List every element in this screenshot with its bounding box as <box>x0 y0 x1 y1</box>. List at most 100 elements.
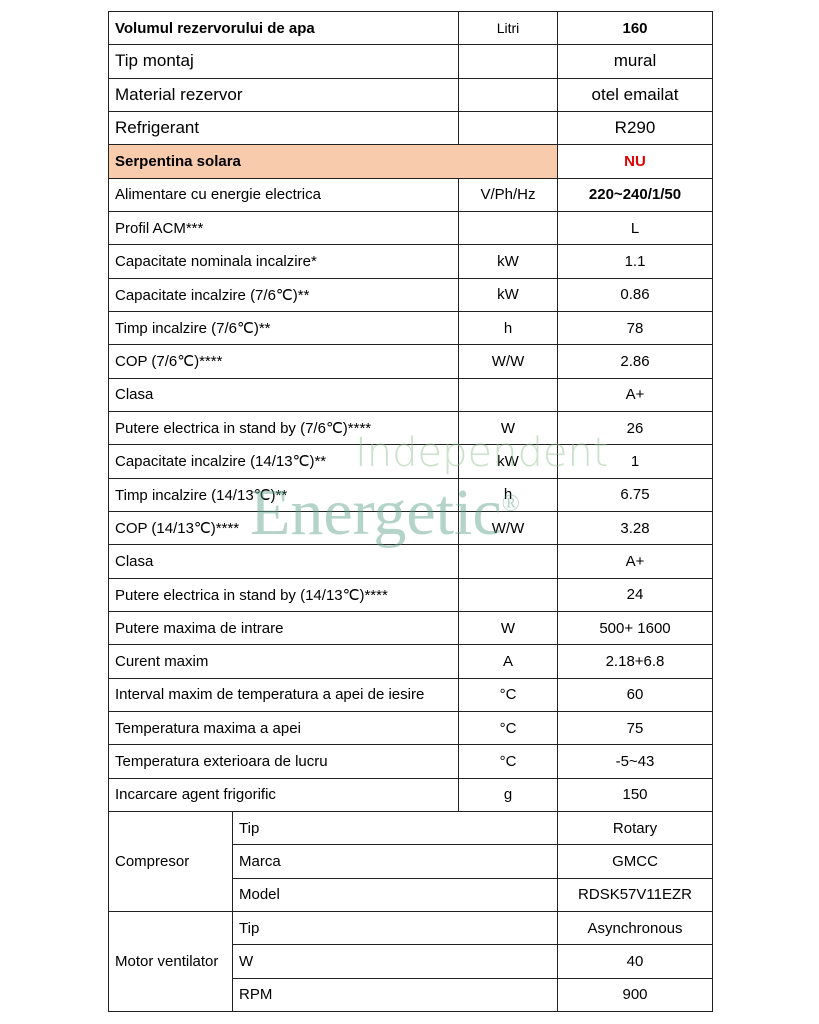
row-label: Material rezervor <box>108 77 459 112</box>
row-unit: kW <box>458 244 558 279</box>
spec-body: Volumul rezervorului de apa Litri 160 Tip m… <box>108 10 713 1013</box>
row-label: Clasa <box>108 377 459 412</box>
row-unit <box>458 544 558 579</box>
row-label: Alimentare cu energie electrica <box>108 177 459 212</box>
row-label: Capacitate incalzire (7/6℃)** <box>108 277 459 312</box>
row: Alimentare cu energie electrica V/Ph/Hz 22… <box>108 177 713 212</box>
row: Timp incalzire (7/6℃)** h 78 <box>108 310 713 346</box>
row-value: 2.86 <box>557 344 713 379</box>
spec-table: Volumul rezervorului de apa Litri 160 Tip m… <box>108 10 713 1013</box>
row-unit: °C <box>458 710 558 746</box>
group-row: Marca GMCC <box>109 844 713 879</box>
row-unit: W/W <box>458 344 558 379</box>
row: Temperatura maxima a apei °C 75 <box>108 710 713 746</box>
row: Clasa A+ <box>108 544 713 579</box>
row-label: COP (14/13℃)**** <box>108 510 459 546</box>
row-unit: W/W <box>458 510 558 546</box>
row: Putere electrica in stand by (7/6℃)**** W… <box>108 410 713 446</box>
group-item-value: Asynchronous <box>557 910 713 946</box>
row-unit: kW <box>458 277 558 312</box>
row: Temperatura exterioara de lucru °C -5~43 <box>108 744 713 779</box>
row-label: Refrigerant <box>108 110 459 146</box>
row-label: Capacitate nominala incalzire* <box>108 244 459 279</box>
row-unit <box>458 577 558 612</box>
row-value: 500+ 1600 <box>557 610 713 646</box>
row-unit <box>458 377 558 412</box>
row: COP (14/13℃)**** W/W 3.28 <box>108 510 713 546</box>
row-value: R290 <box>557 110 713 146</box>
row: Putere maxima de intrare W 500+ 1600 <box>108 610 713 646</box>
group-item-value: 900 <box>557 977 713 1013</box>
row-label: Timp incalzire (14/13℃)** <box>108 477 459 512</box>
row-value: 2.18+6.8 <box>557 644 713 679</box>
group-item-label: Marca <box>232 844 558 879</box>
row-value: 1 <box>557 444 713 479</box>
row-value: -5~43 <box>557 744 713 779</box>
row-unit <box>458 210 558 246</box>
group-row: RPM 900 <box>109 977 713 1013</box>
row-label: Putere maxima de intrare <box>108 610 459 646</box>
row-value: 24 <box>557 577 713 612</box>
row: Serpentina solara NU <box>108 144 713 179</box>
group-item-value: RDSK57V11EZR <box>557 877 713 912</box>
row-unit <box>458 110 558 146</box>
group-row: Motor ventilator Tip Asynchronous <box>108 910 713 1013</box>
row: COP (7/6℃)**** W/W 2.86 <box>108 344 713 379</box>
row-label: Serpentina solara <box>108 144 558 179</box>
row-label: Volumul rezervorului de apa <box>108 10 459 46</box>
row-value: 78 <box>557 310 713 346</box>
row-label: Temperatura maxima a apei <box>108 710 459 746</box>
row-unit: h <box>458 477 558 512</box>
row-label: Putere electrica in stand by (14/13℃)***… <box>108 577 459 612</box>
row: Capacitate incalzire (7/6℃)** kW 0.86 <box>108 277 713 312</box>
row-unit: h <box>458 310 558 346</box>
group-item-label: Tip <box>232 910 558 946</box>
row: Profil ACM*** L <box>108 210 713 246</box>
row: Interval maxim de temperatura a apei de … <box>108 677 713 712</box>
row-value: mural <box>557 44 713 79</box>
row-value: 3.28 <box>557 510 713 546</box>
row: Refrigerant R290 <box>108 110 713 146</box>
row-unit: Litri <box>458 10 558 46</box>
group-label: Motor ventilator <box>108 910 233 1013</box>
row: Tip montaj mural <box>108 44 713 79</box>
row-value: 0.86 <box>557 277 713 312</box>
row-label: Clasa <box>108 544 459 579</box>
row-value: NU <box>557 144 713 179</box>
row: Volumul rezervorului de apa Litri 160 <box>108 10 713 46</box>
row-value: otel emailat <box>557 77 713 112</box>
row: Material rezervor otel emailat <box>108 77 713 112</box>
row-label: Timp incalzire (7/6℃)** <box>108 310 459 346</box>
group-row: Model RDSK57V11EZR <box>109 877 713 912</box>
row-unit: °C <box>458 677 558 712</box>
row-unit <box>458 44 558 79</box>
row-label: COP (7/6℃)**** <box>108 344 459 379</box>
row: Curent maxim A 2.18+6.8 <box>108 644 713 679</box>
row-value: 6.75 <box>557 477 713 512</box>
row-label: Profil ACM*** <box>108 210 459 246</box>
row-unit: °C <box>458 744 558 779</box>
row-unit: W <box>458 610 558 646</box>
row-unit <box>458 77 558 112</box>
group-item-label: RPM <box>232 977 558 1013</box>
group-item-value: 40 <box>557 944 713 979</box>
group-item-label: W <box>232 944 558 979</box>
group-item-label: Model <box>232 877 558 912</box>
row-value: 26 <box>557 410 713 446</box>
row-unit: kW <box>458 444 558 479</box>
row-unit: W <box>458 410 558 446</box>
row-value: L <box>557 210 713 246</box>
row: Incarcare agent frigorific g 150 <box>108 777 713 812</box>
row: Capacitate incalzire (14/13℃)** kW 1 <box>108 444 713 479</box>
row-label: Curent maxim <box>108 644 459 679</box>
group-item-value: GMCC <box>557 844 713 879</box>
row: Capacitate nominala incalzire* kW 1.1 <box>108 244 713 279</box>
row-value: 220~240/1/50 <box>557 177 713 212</box>
group-item-value: Rotary <box>557 810 713 846</box>
group-item-label: Tip <box>232 810 558 846</box>
row-unit: g <box>458 777 558 812</box>
row-value: 160 <box>557 10 713 46</box>
row-label: Incarcare agent frigorific <box>108 777 459 812</box>
row-value: A+ <box>557 377 713 412</box>
row-value: 60 <box>557 677 713 712</box>
